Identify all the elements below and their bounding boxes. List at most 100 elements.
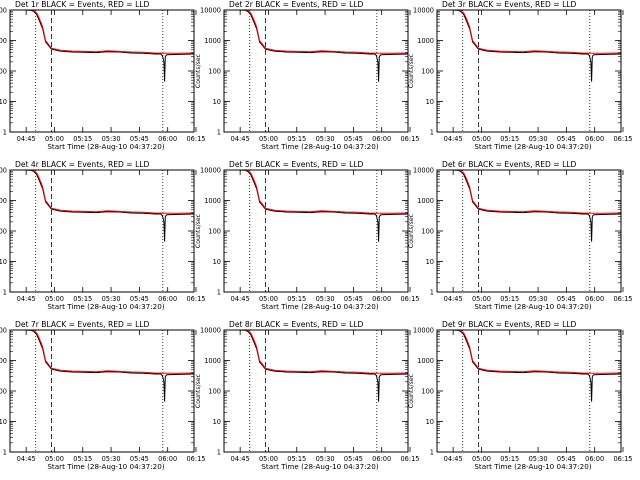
x-tick-label: 05:15 [500,455,519,463]
y-tick-label: 100 [421,388,434,396]
y-tick-label: 10000 [200,327,221,335]
x-axis-label: Start Time (28-Aug-10 04:37:20) [261,462,378,471]
chart-title: Det 3r BLACK = Events, RED = LLD [442,0,577,9]
y-tick-label: 10 [426,98,434,106]
x-tick-label: 05:00 [472,455,491,463]
x-tick-label: 06:15 [613,135,632,143]
x-tick-label: 05:15 [500,295,519,303]
x-tick-label: 06:15 [186,135,205,143]
x-tick-label: 05:30 [102,135,121,143]
x-axis-label: Start Time (28-Aug-10 04:37:20) [47,462,164,471]
series-lld [437,330,621,374]
chart-title: Det 5r BLACK = Events, RED = LLD [229,160,364,169]
chart-panel-6r: 1 10 100 1000 10000 04:45 05:00 05:15 05:30 05:45… [408,160,633,311]
x-tick-label: 06:00 [585,135,604,143]
y-tick-label: 1000 [0,357,7,365]
axes-box [9,169,195,293]
y-tick-label: 10000 [413,327,434,335]
plot-area [224,10,408,132]
x-tick-label: 05:00 [472,135,491,143]
y-tick-label: 100 [208,68,221,76]
y-tick-label: 10000 [0,167,7,175]
chart-panel-2r: 1 10 100 1000 10000 04:45 05:00 05:15 05:30 05:45… [195,0,420,151]
x-tick-label: 06:15 [613,455,632,463]
series-events [437,170,621,242]
series-lld [224,330,408,374]
y-tick-label: 10 [0,418,7,426]
x-tick-label: 05:45 [130,455,149,463]
series-events [10,10,194,82]
x-tick-label: 06:00 [585,295,604,303]
x-tick-label: 04:45 [444,455,463,463]
x-tick-label: 04:45 [17,455,36,463]
axes-box [9,9,195,133]
x-tick-label: 05:30 [529,455,548,463]
x-tick-label: 05:00 [259,135,278,143]
plot-area [10,170,194,292]
x-tick-label: 05:45 [344,135,363,143]
x-tick-label: 05:30 [529,295,548,303]
x-axis-label: Start Time (28-Aug-10 04:37:20) [261,302,378,311]
plot-area [437,170,621,292]
chart-title: Det 1r BLACK = Events, RED = LLD [15,0,150,9]
chart-panel-4r: 1 10 100 1000 10000 04:45 05:00 05:15 05:30 05:45… [0,160,206,311]
y-axis-label: Counts/sec [195,213,202,248]
y-tick-label: 1000 [417,37,434,45]
x-tick-label: 05:30 [316,455,335,463]
plot-area [224,330,408,452]
y-tick-label: 100 [0,68,7,76]
y-tick-label: 10 [426,258,434,266]
y-axis-label: Counts/sec [195,53,202,88]
series-lld [224,10,408,54]
x-tick-label: 06:15 [186,455,205,463]
x-tick-label: 05:15 [73,295,92,303]
series-lld [437,10,621,54]
x-tick-label: 06:15 [400,455,419,463]
x-tick-label: 06:00 [372,295,391,303]
chart-title: Det 9r BLACK = Events, RED = LLD [442,320,577,329]
series-lld [10,330,194,374]
y-tick-label: 10 [213,98,221,106]
chart-title: Det 6r BLACK = Events, RED = LLD [442,160,577,169]
y-tick-label: 10 [0,258,7,266]
series-events [10,330,194,402]
x-tick-label: 05:30 [102,295,121,303]
chart-panel-3r: 1 10 100 1000 10000 04:45 05:00 05:15 05:30 05:45… [408,0,633,151]
chart-panel-9r: 1 10 100 1000 10000 04:45 05:00 05:15 05:30 05:45… [408,320,633,471]
series-lld [10,10,194,54]
x-axis-label: Start Time (28-Aug-10 04:37:20) [47,142,164,151]
x-tick-label: 04:45 [231,455,250,463]
y-axis-label: Counts/sec [408,53,415,88]
y-tick-label: 100 [208,388,221,396]
y-tick-label: 1000 [204,37,221,45]
x-tick-label: 04:45 [231,135,250,143]
y-tick-label: 10000 [413,7,434,15]
plot-area [437,330,621,452]
y-tick-label: 1000 [0,197,7,205]
x-tick-label: 06:00 [158,455,177,463]
y-tick-label: 1000 [204,197,221,205]
chart-title: Det 7r BLACK = Events, RED = LLD [15,320,150,329]
plot-area [10,330,194,452]
axes-box [436,169,622,293]
x-tick-label: 06:15 [613,295,632,303]
x-tick-label: 06:15 [186,295,205,303]
y-tick-label: 100 [0,228,7,236]
y-tick-label: 1 [430,129,434,137]
y-tick-label: 100 [208,228,221,236]
x-tick-label: 05:45 [557,295,576,303]
x-tick-label: 06:00 [585,455,604,463]
x-tick-label: 05:45 [130,135,149,143]
chart-title: Det 8r BLACK = Events, RED = LLD [229,320,364,329]
y-tick-label: 10 [213,418,221,426]
axes-box [436,9,622,133]
x-tick-label: 05:45 [344,295,363,303]
x-tick-label: 06:00 [372,135,391,143]
x-tick-label: 06:15 [400,135,419,143]
x-tick-label: 05:30 [529,135,548,143]
y-tick-label: 1000 [0,37,7,45]
chart-panel-7r: 1 10 100 1000 10000 04:45 05:00 05:15 05:30 05:45… [0,320,206,471]
series-events [437,10,621,82]
series-lld [10,170,194,214]
